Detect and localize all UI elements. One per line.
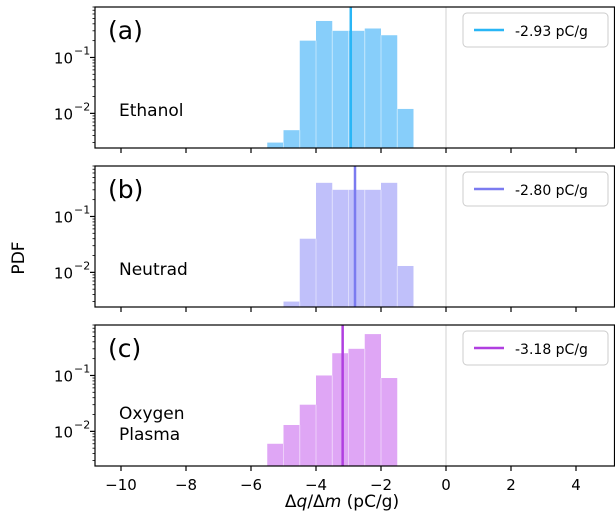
histogram-bar <box>332 353 349 466</box>
histogram-bar <box>348 189 365 307</box>
histogram-bar <box>381 182 398 307</box>
histogram-bar <box>267 142 284 148</box>
x-axis-label-q: q <box>297 492 308 512</box>
legend-box <box>462 171 609 207</box>
x-tick-label: −10 <box>105 476 137 494</box>
sample-annotation-line: Plasma <box>119 425 180 445</box>
y-tick-label-base: 10 <box>54 367 73 385</box>
histogram-bar <box>283 130 300 148</box>
y-tick-label-exponent: −1 <box>74 362 90 375</box>
legend: -2.93 pC/g <box>462 12 609 48</box>
y-tick-label-exponent: −2 <box>74 259 90 272</box>
y-tick-label-exponent: −1 <box>74 203 90 216</box>
histogram-bar <box>348 348 365 466</box>
legend-box <box>462 330 609 366</box>
panel-tag: (a) <box>108 16 143 45</box>
histogram-bar <box>381 378 398 466</box>
panel-a: 10 −110 −2(a)Ethanol-2.93 pC/g <box>54 6 615 153</box>
x-tick-label: 0 <box>441 476 451 494</box>
y-tick-label-base: 10 <box>54 264 73 282</box>
histogram-bar <box>364 334 381 466</box>
histogram-bar <box>364 189 381 307</box>
y-tick-label-exponent: −2 <box>74 100 90 113</box>
panel-tag: (b) <box>108 175 143 204</box>
x-tick-label: −8 <box>175 476 197 494</box>
x-axis-label: Δq/Δm (pC/g) <box>285 492 399 512</box>
x-tick-label: −6 <box>240 476 262 494</box>
y-tick-label-base: 10 <box>54 208 73 226</box>
x-tick-label: −2 <box>370 476 392 494</box>
panels: 10 −110 −2(a)Ethanol-2.93 pC/g10 −110 −2(b)N… <box>54 6 615 494</box>
legend-label: -3.18 pC/g <box>515 342 588 358</box>
x-tick-label: 4 <box>571 476 581 494</box>
x-axis-label-delta1: Δ <box>285 492 297 512</box>
x-tick-label: 2 <box>506 476 516 494</box>
y-tick-label-base: 10 <box>54 105 73 123</box>
x-axis-label-m: m <box>325 492 342 512</box>
sample-annotation: Neutrad <box>119 260 188 280</box>
histogram-bar <box>283 424 300 466</box>
y-tick-label-base: 10 <box>54 49 73 67</box>
sample-annotation: Ethanol <box>119 101 184 121</box>
legend-label: -2.80 pC/g <box>515 183 588 199</box>
y-tick-label-base: 10 <box>54 423 73 441</box>
legend-box <box>462 12 609 48</box>
x-tick-label: −4 <box>305 476 327 494</box>
y-tick-label-exponent: −2 <box>74 418 90 431</box>
y-tick-label-exponent: −1 <box>74 44 90 57</box>
histogram-bar <box>348 30 365 148</box>
histogram-bar <box>267 443 284 466</box>
histogram-bar <box>299 404 316 466</box>
legend: -3.18 pC/g <box>462 330 609 366</box>
histogram-bar <box>316 20 333 148</box>
panel-b: 10 −110 −2(b)Neutrad-2.80 pC/g <box>54 165 615 312</box>
x-axis-label-unit: (pC/g) <box>341 492 399 512</box>
legend-label: -2.93 pC/g <box>515 24 588 40</box>
legend: -2.80 pC/g <box>462 171 609 207</box>
histogram-bar <box>364 28 381 148</box>
histogram-bar <box>332 189 349 307</box>
x-axis-label-delta2: /Δ <box>307 492 325 512</box>
sample-annotation-line: Oxygen <box>119 404 185 424</box>
histogram-bar <box>397 108 414 148</box>
histogram-bar <box>299 40 316 148</box>
histogram-bar <box>316 182 333 307</box>
histogram-bar <box>332 30 349 148</box>
panel-tag: (c) <box>108 334 141 363</box>
histogram-bar <box>381 35 398 148</box>
histogram-bar <box>299 238 316 307</box>
y-axis-label: PDF <box>9 241 29 274</box>
histogram-bar <box>316 375 333 466</box>
histogram-bar <box>283 301 300 307</box>
histogram-bar <box>397 265 414 307</box>
panel-c: 10 −110 −2−10 −8 −6 −4 −2 0 2 4(c)OxygenPlasma-3.… <box>54 324 615 494</box>
